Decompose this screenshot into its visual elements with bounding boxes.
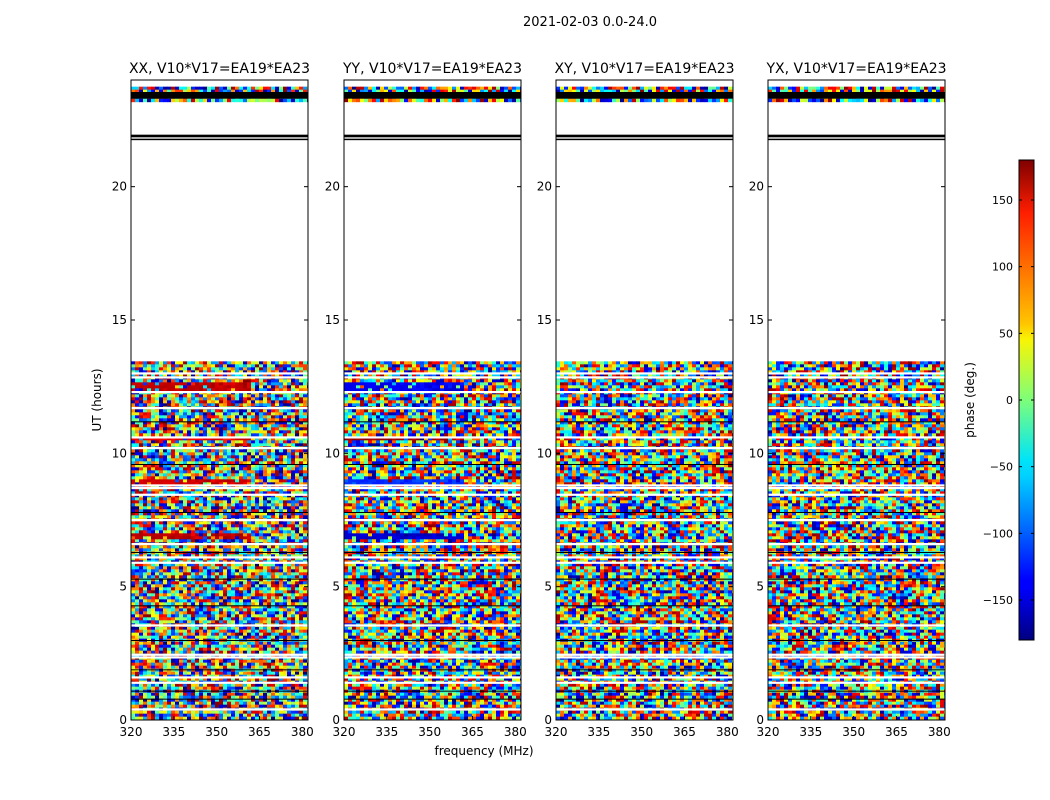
x-tick-label: 380 [928, 725, 951, 739]
panel-title: XY, V10*V17=EA19*EA23 [554, 61, 734, 77]
flagged-band [344, 92, 521, 99]
colorbar-tick-label: 50 [999, 327, 1013, 340]
flagged-band [344, 134, 521, 138]
y-tick-label: 5 [544, 580, 552, 594]
figure-title: 2021-02-03 0.0-24.0 [523, 15, 657, 30]
panel-frame [767, 79, 946, 721]
colorbar-tick-label: 100 [992, 261, 1013, 274]
y-tick-label: 10 [112, 446, 127, 460]
y-tick-label: 10 [325, 446, 340, 460]
flagged-band [556, 134, 733, 138]
x-tick-label: 335 [587, 725, 610, 739]
panel-title: YY, V10*V17=EA19*EA23 [342, 61, 522, 77]
y-tick-label: 0 [756, 713, 764, 727]
y-tick-label: 15 [537, 313, 552, 327]
x-tick-label: 320 [757, 725, 780, 739]
colorbar-label: phase (deg.) [963, 362, 977, 438]
x-tick-label: 365 [248, 725, 271, 739]
x-tick-label: 365 [673, 725, 696, 739]
x-tick-label: 350 [842, 725, 865, 739]
flagged-band [131, 92, 308, 99]
x-tick-label: 365 [461, 725, 484, 739]
colorbar-tick-label: −150 [983, 594, 1013, 607]
phase-image [768, 86, 945, 720]
y-tick-label: 0 [544, 713, 552, 727]
y-tick-label: 0 [119, 713, 127, 727]
y-tick-label: 20 [325, 180, 340, 194]
x-tick-label: 380 [504, 725, 527, 739]
panel-frame [130, 79, 309, 721]
y-tick-label: 15 [325, 313, 340, 327]
x-tick-label: 365 [885, 725, 908, 739]
y-axis-label: UT (hours) [90, 368, 104, 431]
flagged-band [768, 138, 945, 141]
y-tick-label: 10 [749, 446, 764, 460]
x-tick-label: 335 [375, 725, 398, 739]
x-tick-label: 350 [630, 725, 653, 739]
flagged-band [131, 134, 308, 138]
x-tick-label: 380 [291, 725, 314, 739]
x-tick-label: 350 [418, 725, 441, 739]
colorbar-tick-label: 150 [992, 194, 1013, 207]
panel-0: XX, V10*V17=EA19*EA23 0 5 10 15 20 320 335 350 36… [112, 61, 314, 739]
y-tick-label: 15 [112, 313, 127, 327]
y-tick-label: 5 [119, 580, 127, 594]
x-tick-label: 335 [799, 725, 822, 739]
panel-2: XY, V10*V17=EA19*EA23 0 5 10 15 20 320 335 350 36… [537, 61, 739, 739]
panels: XX, V10*V17=EA19*EA23 0 5 10 15 20 320 335 350 36… [112, 61, 951, 739]
colorbar: phase (deg.) 150 100 50 0 −50 −100 −150 [963, 159, 1035, 641]
x-tick-label: 380 [716, 725, 739, 739]
y-tick-label: 20 [112, 180, 127, 194]
y-tick-label: 0 [332, 713, 340, 727]
flagged-band [556, 138, 733, 141]
panel-3: YX, V10*V17=EA19*EA23 0 5 10 15 20 320 335 350 36… [749, 61, 951, 739]
x-axis-label: frequency (MHz) [434, 744, 533, 758]
flagged-band [768, 134, 945, 138]
y-tick-label: 15 [749, 313, 764, 327]
x-tick-label: 335 [162, 725, 185, 739]
phase-image [556, 86, 733, 720]
flagged-band [768, 92, 945, 99]
x-tick-label: 320 [120, 725, 143, 739]
panel-frame [343, 79, 522, 721]
y-tick-label: 20 [749, 180, 764, 194]
colorbar-tick-label: −50 [990, 461, 1013, 474]
x-tick-label: 320 [333, 725, 356, 739]
y-tick-label: 20 [537, 180, 552, 194]
phase-image [131, 86, 308, 720]
y-tick-label: 10 [537, 446, 552, 460]
flagged-band [556, 92, 733, 99]
y-tick-label: 5 [756, 580, 764, 594]
flagged-band [131, 138, 308, 141]
panel-1: YY, V10*V17=EA19*EA23 0 5 10 15 20 320 335 350 36… [325, 61, 527, 739]
colorbar-tick-label: 0 [1006, 394, 1013, 407]
phase-image [344, 86, 521, 720]
y-tick-label: 5 [332, 580, 340, 594]
colorbar-tick-label: −100 [983, 527, 1013, 540]
x-tick-label: 350 [205, 725, 228, 739]
panel-frame [555, 79, 734, 721]
x-tick-label: 320 [545, 725, 568, 739]
panel-title: XX, V10*V17=EA19*EA23 [129, 61, 310, 77]
panel-title: YX, V10*V17=EA19*EA23 [765, 61, 946, 77]
flagged-band [344, 138, 521, 141]
